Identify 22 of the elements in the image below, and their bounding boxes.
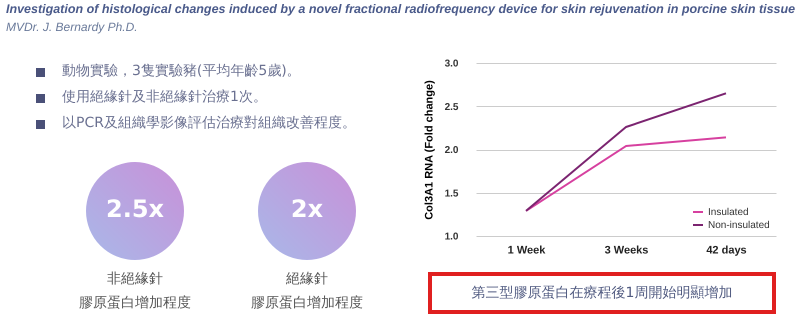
text: 非絕緣針: [106, 270, 164, 289]
legend-label: Non-insulated: [708, 220, 770, 231]
text: 膠原蛋白增加程度: [250, 294, 364, 313]
text: MVDr. J. Bernardy Ph.D.: [6, 20, 138, 34]
text: 以PCR及組織學影像評估治療對組織改善程度。: [62, 114, 356, 132]
y-tick-label: 2.5: [444, 102, 459, 113]
legend-label: Insulated: [708, 207, 749, 218]
y-axis-title: Col3A1 RNA (Fold change): [424, 80, 436, 220]
chart-title: Investigation of histological changes induced by a novel fractional radiofrequency device for skin rejuvenation in porcine skin tissue: [6, 2, 796, 16]
y-tick-label: 2.0: [444, 145, 459, 156]
y-tick-label: 1.0: [444, 232, 459, 242]
x-tick-label: 3 Weeks: [604, 244, 648, 256]
text: 2.5x: [105, 195, 165, 223]
y-tick-label: 1.5: [444, 188, 459, 200]
text: 絕緣針: [285, 270, 329, 289]
x-tick-label: 1 Week: [508, 244, 546, 256]
text: 2x: [290, 195, 324, 223]
x-tick-label: 42 days: [706, 244, 747, 256]
text: 膠原蛋白增加程度: [78, 294, 192, 313]
y-tick-label: 3.0: [444, 58, 459, 70]
text: 使用絕緣針及非絕緣針治療1次。: [62, 88, 267, 106]
text: 動物實驗，3隻實驗豬(平均年齡5歲)。: [62, 62, 301, 80]
